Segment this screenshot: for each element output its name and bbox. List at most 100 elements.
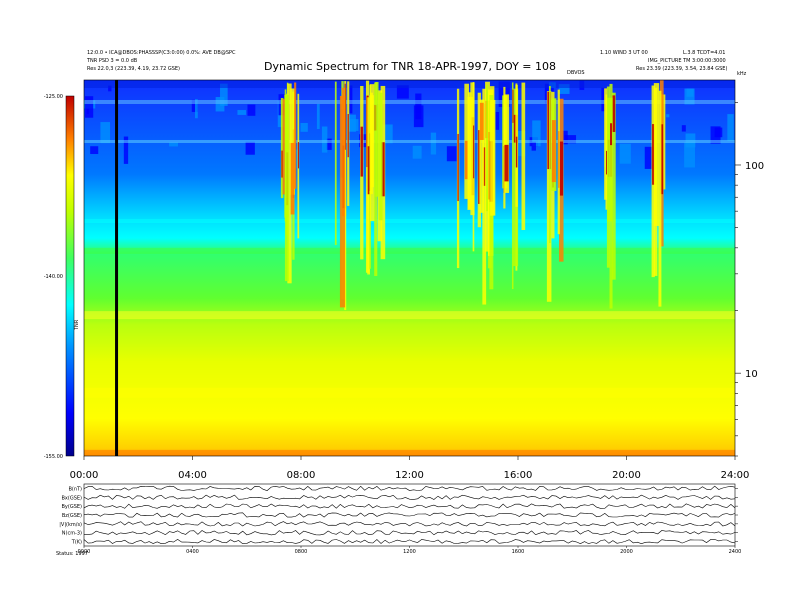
panel-label: B(nT) bbox=[68, 486, 82, 492]
colorbar-tick-label: -125.00 bbox=[44, 94, 63, 100]
spectrogram-cell bbox=[90, 146, 99, 155]
spectrogram-cell bbox=[396, 85, 409, 99]
burst-streak bbox=[339, 95, 346, 308]
x-tick-label: 16:00 bbox=[504, 470, 533, 481]
burst-core bbox=[551, 120, 556, 183]
panel-x-tick-label: 0800 bbox=[295, 549, 308, 555]
panel-label: Bx(GSE) bbox=[62, 495, 83, 501]
burst-core bbox=[479, 102, 484, 140]
burst-streak bbox=[378, 92, 383, 221]
panel-trace bbox=[83, 485, 736, 491]
burst-streak bbox=[282, 98, 286, 195]
spectrogram-cell bbox=[619, 143, 631, 164]
spectrogram-band bbox=[84, 450, 735, 456]
panel-x-tick-label: 1600 bbox=[512, 549, 525, 555]
y-axis-unit: kHz bbox=[737, 71, 747, 77]
header-right-line1: 1.10 WIND 3 UT 00 bbox=[600, 50, 648, 56]
panel-trace bbox=[84, 530, 736, 536]
burst-core bbox=[482, 147, 486, 186]
spectrogram-cell bbox=[300, 122, 308, 132]
burst-streak bbox=[658, 90, 662, 307]
panel-x-tick-label: 2000 bbox=[620, 549, 633, 555]
panel-label: T(K) bbox=[71, 540, 82, 546]
header-left-line3: Res 22.0,3 (223.39, 4.19, 23.72 GSE) bbox=[87, 66, 180, 72]
spectrogram-cell bbox=[516, 131, 526, 157]
burst-core bbox=[344, 83, 346, 150]
spectrogram-band bbox=[84, 247, 735, 254]
spectrogram-cell bbox=[195, 99, 198, 119]
burst-streak bbox=[609, 83, 613, 309]
burst-core bbox=[652, 124, 655, 185]
burst-core bbox=[290, 142, 295, 215]
colorbar bbox=[65, 95, 75, 457]
burst-streak bbox=[370, 92, 373, 195]
burst-core bbox=[360, 126, 363, 177]
burst-core bbox=[612, 95, 616, 132]
spectrogram-cell bbox=[220, 83, 228, 106]
spectrogram bbox=[84, 80, 735, 456]
spectrogram-band bbox=[84, 80, 735, 88]
burst-core bbox=[605, 150, 607, 175]
spectrogram-cell bbox=[348, 85, 353, 114]
spectrogram-cell bbox=[564, 135, 577, 144]
burst-core bbox=[660, 124, 664, 195]
panel-x-tick-label: 2400 bbox=[729, 549, 742, 555]
burst-streak bbox=[511, 82, 514, 290]
burst-streak bbox=[290, 88, 295, 195]
spectrogram-cell bbox=[86, 108, 89, 115]
spectrogram-cell bbox=[237, 110, 247, 115]
colorbar-tick-label: -140.00 bbox=[44, 274, 63, 280]
spectrogram-cell bbox=[430, 132, 437, 155]
panel-trace bbox=[83, 539, 736, 545]
panel-x-tick-label: 1200 bbox=[403, 549, 416, 555]
spectrogram-cell bbox=[348, 114, 356, 132]
spectrogram-cell bbox=[123, 136, 129, 164]
panel-label: By(GSE) bbox=[62, 504, 83, 510]
burst-streak bbox=[334, 81, 337, 246]
spectrogram-cell bbox=[215, 97, 225, 112]
x-tick-label: 00:00 bbox=[70, 470, 99, 481]
burst-streak bbox=[490, 99, 496, 216]
burst-streak bbox=[486, 84, 489, 212]
burst-streak bbox=[503, 94, 510, 193]
spectrogram-band bbox=[84, 140, 735, 143]
burst-streak bbox=[287, 83, 292, 284]
panel-trace bbox=[83, 503, 736, 509]
y-axis: 100 10 bbox=[735, 102, 764, 457]
x-tick-label: 20:00 bbox=[612, 470, 641, 481]
x-axis: 00:00 04:00 08:00 12:00 16:00 20:00 24:00 bbox=[70, 456, 749, 481]
spectrogram-cell bbox=[247, 104, 256, 116]
burst-streak bbox=[611, 92, 616, 280]
panel-x-tick-label: 0400 bbox=[186, 549, 199, 555]
spectrogram-cell bbox=[245, 141, 255, 155]
spectrogram-cell bbox=[710, 126, 721, 144]
burst-core bbox=[457, 133, 459, 202]
spectrogram-cell bbox=[686, 88, 694, 97]
spectrogram-cell bbox=[666, 114, 670, 118]
spectrogram-cell bbox=[531, 141, 536, 151]
burst-core bbox=[558, 131, 560, 188]
panels-frame bbox=[83, 483, 736, 547]
colorbar-ticks: -125.00 -140.00 -155.00 bbox=[44, 94, 63, 460]
spectrogram-cell bbox=[644, 146, 657, 169]
spectrogram-cell bbox=[326, 138, 332, 150]
panel-trace bbox=[83, 494, 736, 500]
burst-core bbox=[297, 142, 299, 169]
header-left-line2: TNR PSD 3 = 0.0 dB bbox=[86, 58, 138, 64]
spectrogram-cell bbox=[558, 84, 570, 94]
spectrogram-cell bbox=[321, 126, 328, 153]
burst-streak bbox=[284, 94, 289, 218]
x-tick-label: 08:00 bbox=[287, 470, 316, 481]
x-tick-label: 04:00 bbox=[178, 470, 207, 481]
burst-streak bbox=[375, 81, 379, 197]
x-tick-label: 12:00 bbox=[395, 470, 424, 481]
burst-core bbox=[464, 140, 469, 180]
burst-core bbox=[512, 89, 514, 123]
spectrogram-band bbox=[84, 219, 735, 224]
header-right-line2: L.3.8 TCDT=4.01 bbox=[683, 50, 725, 56]
header-right-line3: IMG_PICTURE TM 3:00:00:3000 bbox=[648, 58, 726, 64]
spectrogram-background bbox=[84, 80, 735, 456]
header-right-line4: Res 23.39 (223.39, 3.54, 23.84 GSE) bbox=[636, 66, 727, 72]
panel-trace bbox=[83, 512, 736, 518]
